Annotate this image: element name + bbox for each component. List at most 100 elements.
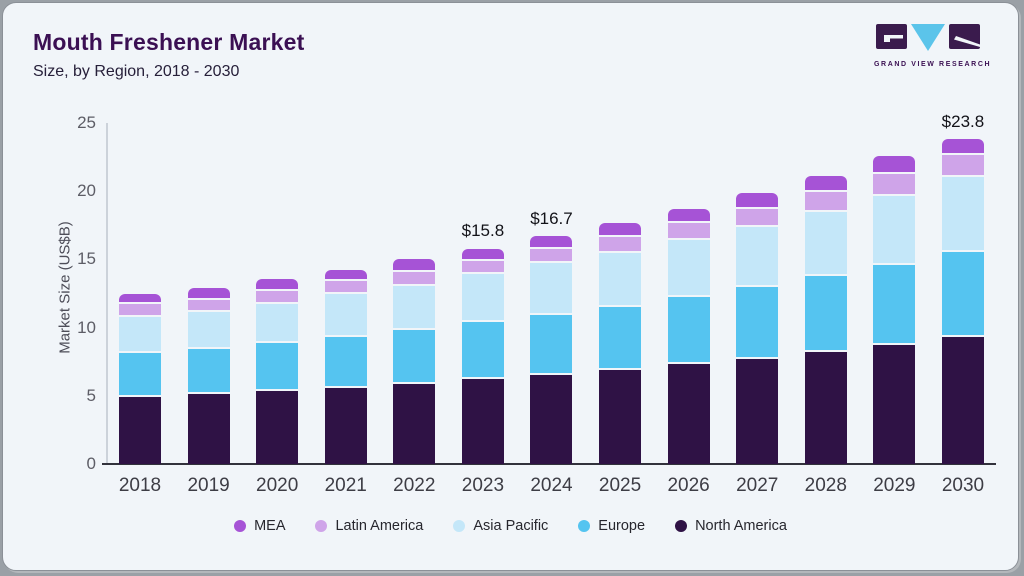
segment-europe	[599, 307, 642, 370]
segment-latin-america	[119, 304, 161, 317]
segment-north-america	[667, 364, 710, 464]
legend-label: MEA	[254, 518, 286, 534]
segment-mea	[393, 259, 436, 273]
segment-mea	[461, 248, 504, 262]
segment-asia-pacific	[461, 274, 504, 323]
y-tick-label: 20	[77, 181, 96, 201]
segment-latin-america	[324, 281, 367, 295]
segment-north-america	[256, 391, 299, 464]
segment-latin-america	[599, 236, 642, 253]
segment-europe	[873, 264, 916, 346]
legend-label: Latin America	[335, 518, 424, 534]
segment-mea	[873, 156, 916, 175]
bar-2026	[667, 208, 710, 464]
value-label-2024: $16.7	[530, 209, 573, 229]
segment-north-america	[804, 352, 847, 464]
x-tick-label-2025: 2025	[598, 475, 642, 496]
segment-north-america	[187, 394, 230, 464]
bar-2020	[256, 279, 299, 464]
segment-asia-pacific	[667, 239, 710, 297]
segment-mea	[119, 293, 161, 305]
segment-north-america	[941, 337, 984, 464]
segment-europe	[461, 322, 504, 380]
legend-item-north-america: North America	[675, 518, 787, 534]
segment-europe	[393, 330, 436, 385]
x-tick-label-2029: 2029	[873, 475, 916, 496]
logo-wordmark: GRAND VIEW RESEARCH	[874, 61, 992, 68]
page-subtitle: Size, by Region, 2018 - 2030	[33, 63, 240, 80]
bar-2022	[393, 259, 436, 464]
bar-2030	[941, 139, 984, 464]
bar-2025	[599, 223, 642, 464]
bar-2019	[187, 288, 230, 464]
bar-2023	[461, 248, 504, 464]
y-tick-label: 25	[77, 113, 96, 132]
page-title: Mouth Freshener Market	[33, 29, 305, 55]
legend-label: North America	[695, 518, 787, 534]
y-axis-title: Market Size (US$B)	[56, 221, 74, 354]
x-axis-line	[102, 463, 996, 465]
segment-europe	[736, 287, 779, 359]
x-tick-label-2018: 2018	[118, 475, 162, 496]
x-tick-label-2030: 2030	[941, 475, 985, 496]
bar-2029	[873, 156, 916, 464]
segment-latin-america	[393, 272, 436, 286]
segment-asia-pacific	[324, 294, 367, 338]
plot-area	[106, 123, 995, 464]
segment-north-america	[393, 384, 436, 464]
segment-europe	[256, 343, 299, 392]
x-tick-label-2020: 2020	[256, 475, 299, 496]
y-tick-label: 10	[77, 317, 96, 337]
segment-europe	[941, 251, 984, 338]
segment-north-america	[599, 369, 642, 464]
segment-mea	[599, 223, 642, 237]
segment-asia-pacific	[530, 262, 573, 315]
segment-mea	[667, 208, 710, 224]
segment-europe	[667, 296, 710, 365]
legend-dot-icon	[675, 520, 688, 532]
segment-north-america	[736, 358, 779, 464]
y-axis-line	[106, 123, 108, 464]
segment-asia-pacific	[119, 316, 161, 353]
legend-dot-icon	[234, 520, 247, 532]
segment-mea	[324, 269, 367, 282]
segment-latin-america	[256, 291, 299, 304]
y-tick-label: 15	[77, 249, 96, 269]
segment-mea	[530, 236, 573, 250]
x-tick-label-2022: 2022	[393, 475, 436, 496]
x-tick-label-2027: 2027	[736, 475, 779, 496]
bar-2024	[530, 236, 573, 464]
segment-mea	[941, 139, 984, 156]
segment-north-america	[873, 345, 916, 464]
legend-label: Asia Pacific	[473, 518, 549, 534]
segment-latin-america	[804, 191, 847, 212]
segment-latin-america	[187, 299, 230, 312]
segment-europe	[324, 337, 367, 388]
segment-north-america	[324, 387, 367, 464]
segment-asia-pacific	[256, 303, 299, 344]
bar-2027	[736, 193, 779, 464]
x-tick-label-2023: 2023	[461, 475, 505, 496]
legend: MEA Latin America Asia Pacific Europe North …	[3, 518, 1018, 534]
x-tick-label-2021: 2021	[324, 475, 367, 496]
segment-latin-america	[873, 174, 916, 196]
legend-item-mea: MEA	[234, 518, 285, 534]
segment-mea	[256, 279, 299, 292]
segment-latin-america	[736, 208, 779, 228]
segment-asia-pacific	[599, 252, 642, 308]
segment-north-america	[461, 379, 504, 464]
x-tick-label-2028: 2028	[804, 475, 847, 496]
segment-asia-pacific	[187, 311, 230, 350]
segment-europe	[187, 349, 230, 395]
segment-latin-america	[530, 249, 573, 263]
segment-asia-pacific	[873, 195, 916, 265]
bar-2028	[804, 176, 847, 464]
x-tick-label-2019: 2019	[187, 475, 230, 496]
segment-europe	[530, 314, 573, 376]
value-label-2023: $15.8	[461, 221, 505, 241]
segment-latin-america	[941, 155, 984, 177]
segment-mea	[804, 176, 847, 192]
grand-view-research-logo: GRAND VIEW RESEARCH	[874, 23, 992, 68]
y-tick-label: 5	[86, 385, 96, 405]
